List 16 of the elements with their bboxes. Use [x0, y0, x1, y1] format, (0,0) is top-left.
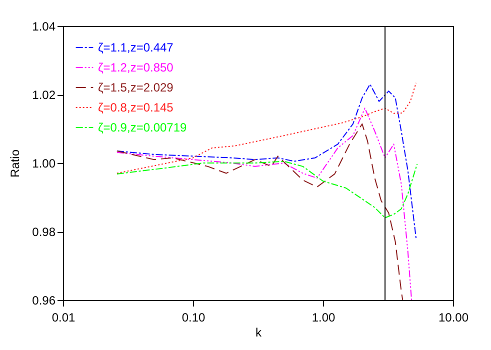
y-tick-label: 1.02	[32, 88, 56, 102]
legend-label: ζ=1.2,z=0.850	[98, 60, 174, 74]
y-tick-label: 1.00	[32, 156, 56, 170]
y-tick-label: 1.04	[32, 20, 56, 34]
legend-label: ζ=1.5,z=2.029	[98, 80, 174, 94]
y-axis-title: Ratio	[8, 149, 22, 178]
x-axis-title: k	[256, 326, 262, 340]
legend-label: ζ=1.1,z=0.447	[98, 40, 174, 54]
legend-label: ζ=0.9,z=0.00719	[98, 120, 188, 134]
legend-label: ζ=0.8,z=0.145	[98, 100, 174, 114]
x-tick-label: 0.10	[182, 310, 206, 324]
y-tick-label: 0.96	[32, 294, 56, 308]
x-tick-label: 1.00	[312, 310, 336, 324]
y-tick-label: 0.98	[32, 225, 56, 239]
x-tick-label: 10.00	[438, 310, 469, 324]
x-tick-label: 0.01	[52, 310, 76, 324]
